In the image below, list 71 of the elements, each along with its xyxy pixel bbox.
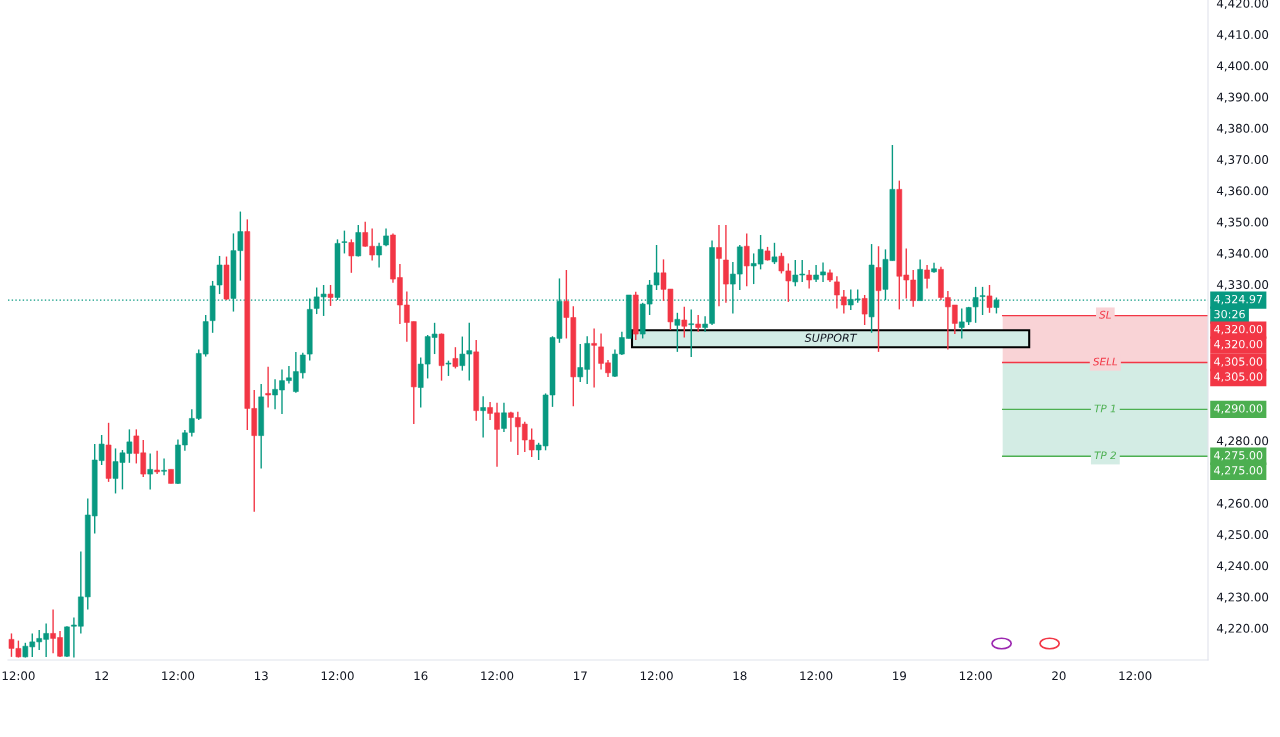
text: 4,305.00 bbox=[1214, 357, 1263, 367]
y-tick-label: 4,260.00 bbox=[1216, 498, 1269, 509]
x-tick-label: 17 bbox=[574, 671, 587, 681]
candlestick bbox=[861, 294, 868, 326]
x-tick-label: 12:00 bbox=[162, 671, 195, 681]
ref-line-label: SL bbox=[1099, 310, 1111, 319]
text: 30:26 bbox=[1214, 309, 1245, 319]
x-tick-label: 12:00 bbox=[800, 671, 833, 681]
candlestick bbox=[716, 224, 722, 307]
candlestick bbox=[154, 449, 160, 475]
candlestick bbox=[591, 327, 597, 389]
candlestick bbox=[341, 229, 348, 255]
candlestick bbox=[161, 457, 167, 477]
x-tick-label: 12:00 bbox=[640, 671, 673, 681]
candlestick bbox=[986, 284, 993, 314]
candlestick bbox=[688, 308, 695, 358]
candlestick bbox=[355, 224, 362, 258]
y-tick-label: 4,380.00 bbox=[1216, 123, 1269, 134]
candlestick bbox=[834, 275, 840, 310]
x-tick-label: 19 bbox=[893, 671, 907, 681]
candlestick bbox=[841, 289, 847, 315]
text: 4,324.97 bbox=[1214, 294, 1263, 305]
x-tick-label: 20 bbox=[1052, 671, 1066, 681]
text: 4,320.00 bbox=[1214, 324, 1263, 335]
y-tick-label: 4,220.00 bbox=[1216, 623, 1269, 634]
x-tick-label: 13 bbox=[254, 671, 268, 681]
candlestick bbox=[376, 242, 382, 269]
y-tick-label: 4,350.00 bbox=[1216, 217, 1269, 228]
y-tick-label: 4,330.00 bbox=[1216, 280, 1269, 291]
x-tick-label: 12:00 bbox=[1119, 671, 1152, 681]
candlestick bbox=[348, 238, 355, 274]
x-tick-label: 12:00 bbox=[321, 671, 354, 681]
y-tick-label: 4,400.00 bbox=[1216, 61, 1269, 72]
x-tick-label: 16 bbox=[414, 671, 428, 681]
candlestick bbox=[806, 269, 812, 290]
candlestick bbox=[695, 314, 701, 333]
band-label: SUPPORT bbox=[804, 333, 858, 342]
x-tick-label: 12:00 bbox=[2, 671, 35, 681]
y-tick-label: 4,240.00 bbox=[1216, 561, 1269, 572]
x-tick-label: 12:00 bbox=[481, 671, 514, 681]
y-tick-label: 4,230.00 bbox=[1216, 592, 1269, 603]
ref-line-label: TP 1 bbox=[1094, 404, 1116, 413]
y-tick-label: 4,410.00 bbox=[1216, 30, 1269, 41]
candlestick bbox=[674, 312, 681, 353]
candlestick bbox=[327, 284, 334, 307]
y-tick-label: 4,340.00 bbox=[1216, 248, 1269, 259]
text: 4,275.00 bbox=[1214, 451, 1263, 461]
candlestick bbox=[452, 346, 459, 370]
ref-line-label: SELL bbox=[1093, 357, 1118, 366]
x-tick-label: 12:00 bbox=[959, 671, 992, 681]
candlestick bbox=[480, 395, 486, 439]
candlestick bbox=[265, 366, 271, 409]
text: 4,290.00 bbox=[1214, 404, 1263, 414]
candlestick bbox=[743, 232, 750, 287]
y-tick-label: 4,390.00 bbox=[1216, 92, 1269, 103]
candlestick bbox=[147, 452, 153, 491]
candlestick bbox=[771, 242, 778, 265]
y-tick-label: 4,360.00 bbox=[1216, 186, 1269, 197]
candlestick bbox=[501, 402, 507, 433]
candlestick bbox=[875, 245, 882, 353]
text: 4,275.00 bbox=[1214, 466, 1263, 476]
text: 4,320.00 bbox=[1214, 339, 1263, 350]
x-tick-label: 12 bbox=[95, 671, 108, 681]
y-tick-label: 4,280.00 bbox=[1216, 436, 1269, 447]
text: 4,305.00 bbox=[1214, 372, 1263, 382]
candlestick bbox=[924, 264, 930, 290]
ref-line-label: TP 2 bbox=[1094, 451, 1116, 460]
candlestick bbox=[681, 306, 688, 339]
y-tick-label: 4,370.00 bbox=[1216, 155, 1269, 166]
x-tick-label: 18 bbox=[733, 671, 747, 681]
y-tick-label: 4,250.00 bbox=[1216, 530, 1269, 541]
